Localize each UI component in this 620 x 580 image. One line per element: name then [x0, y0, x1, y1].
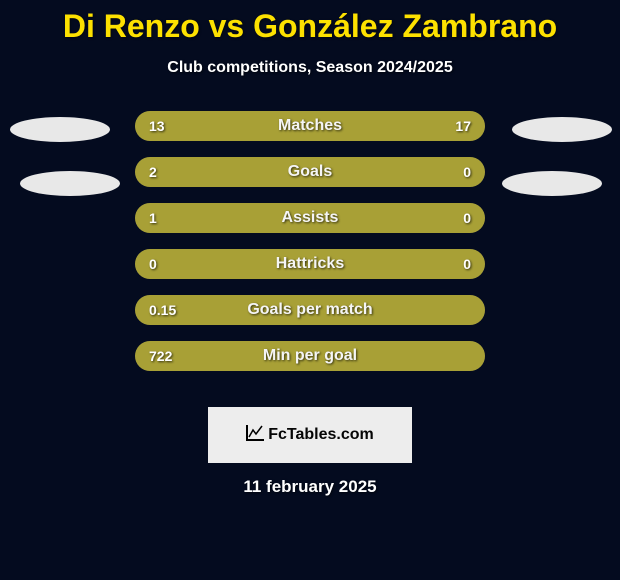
chart-icon [246, 425, 264, 446]
stat-label: Goals [135, 157, 485, 187]
stat-row: 1317Matches [135, 111, 485, 141]
subtitle: Club competitions, Season 2024/2025 [0, 59, 620, 77]
player-left-avatar-placeholder [10, 117, 110, 142]
stat-row: 10Assists [135, 203, 485, 233]
footer-logo-text: FcTables.com [268, 426, 374, 444]
stat-label: Goals per match [135, 295, 485, 325]
page-title: Di Renzo vs González Zambrano [0, 0, 620, 45]
stat-label: Min per goal [135, 341, 485, 371]
player-left-name-placeholder [20, 171, 120, 196]
stat-label: Hattricks [135, 249, 485, 279]
player-right-avatar-placeholder [512, 117, 612, 142]
stat-row: 20Goals [135, 157, 485, 187]
player-right-name-placeholder [502, 171, 602, 196]
stat-label: Assists [135, 203, 485, 233]
comparison-chart: 1317Matches20Goals10Assists00Hattricks0.… [0, 117, 620, 397]
timestamp: 11 february 2025 [0, 477, 620, 497]
stat-label: Matches [135, 111, 485, 141]
bars-container: 1317Matches 20Goals 10Assists 00Hattricks 0.… [135, 111, 485, 387]
footer-logo: FcTables.com [208, 407, 412, 463]
stat-row: 0.15Goals per match [135, 295, 485, 325]
stat-row: 00Hattricks [135, 249, 485, 279]
stat-row: 722Min per goal [135, 341, 485, 371]
